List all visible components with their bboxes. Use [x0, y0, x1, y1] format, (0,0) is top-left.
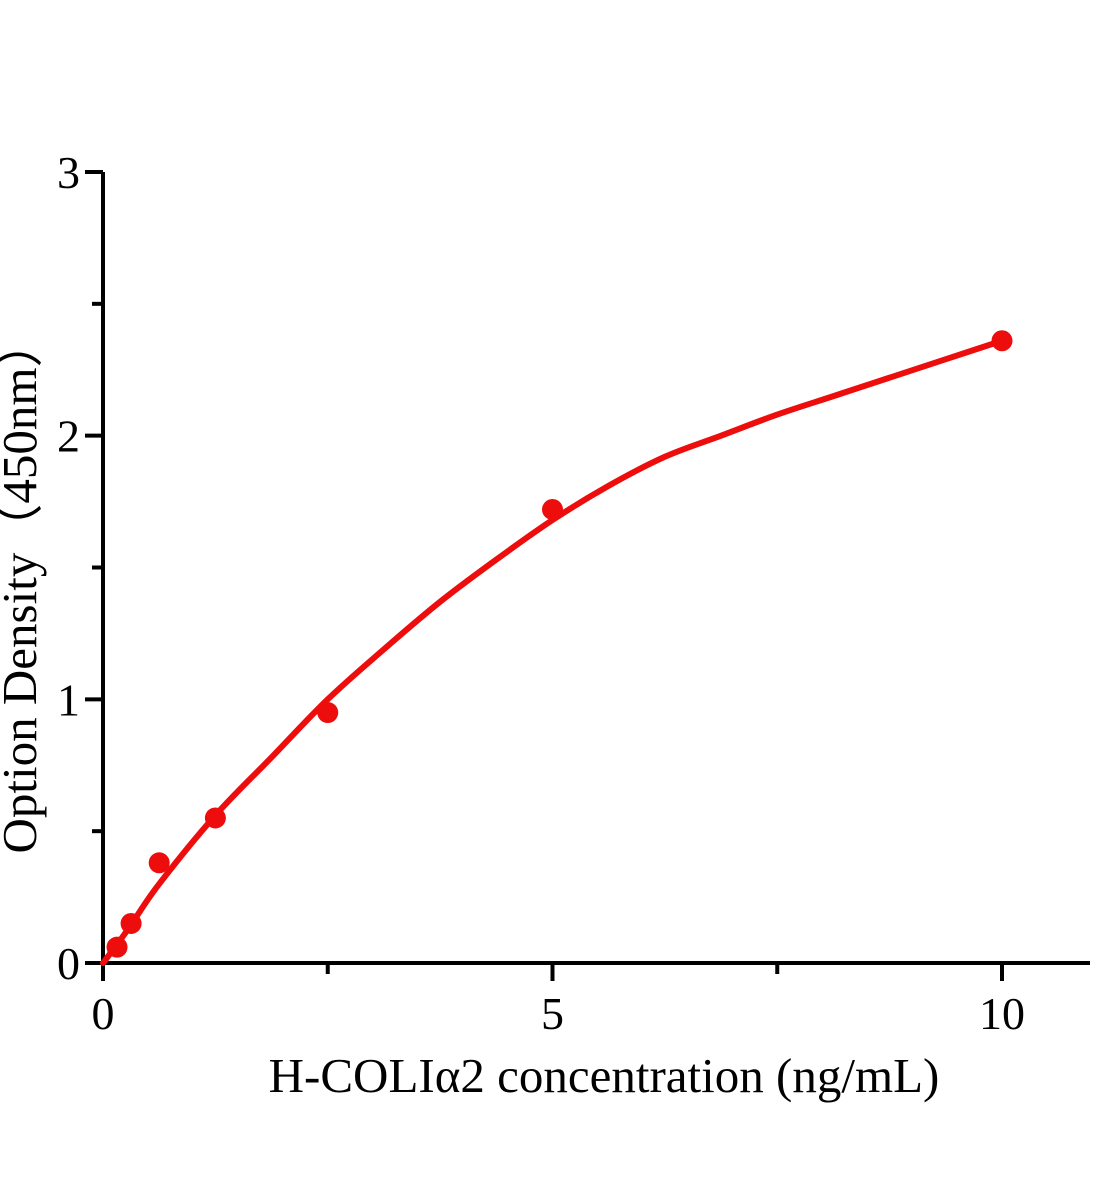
- axis-lines: [101, 172, 1090, 965]
- fitted-curve-line: [100, 337, 1005, 966]
- data-point: [542, 498, 563, 520]
- x-axis-tick-label: 10: [979, 988, 1025, 1039]
- x-axis-title: H-COLIα2 concentration (ng/mL): [269, 1048, 940, 1103]
- data-point: [148, 852, 170, 874]
- y-axis-tick-label: 0: [57, 938, 80, 989]
- y-axis-tick-label: 1: [57, 674, 80, 725]
- x-axis-tick-label: 0: [92, 988, 115, 1039]
- data-point: [120, 912, 142, 934]
- data-point: [106, 936, 128, 958]
- data-point: [204, 807, 226, 829]
- y-axis-tick-label: 3: [57, 147, 80, 198]
- x-axis-tick-label: 5: [541, 988, 564, 1039]
- y-axis-tick-label: 2: [57, 411, 80, 462]
- y-axis-title: Option Density（450nm）: [0, 319, 47, 854]
- data-point: [991, 330, 1013, 352]
- data-point: [317, 702, 339, 724]
